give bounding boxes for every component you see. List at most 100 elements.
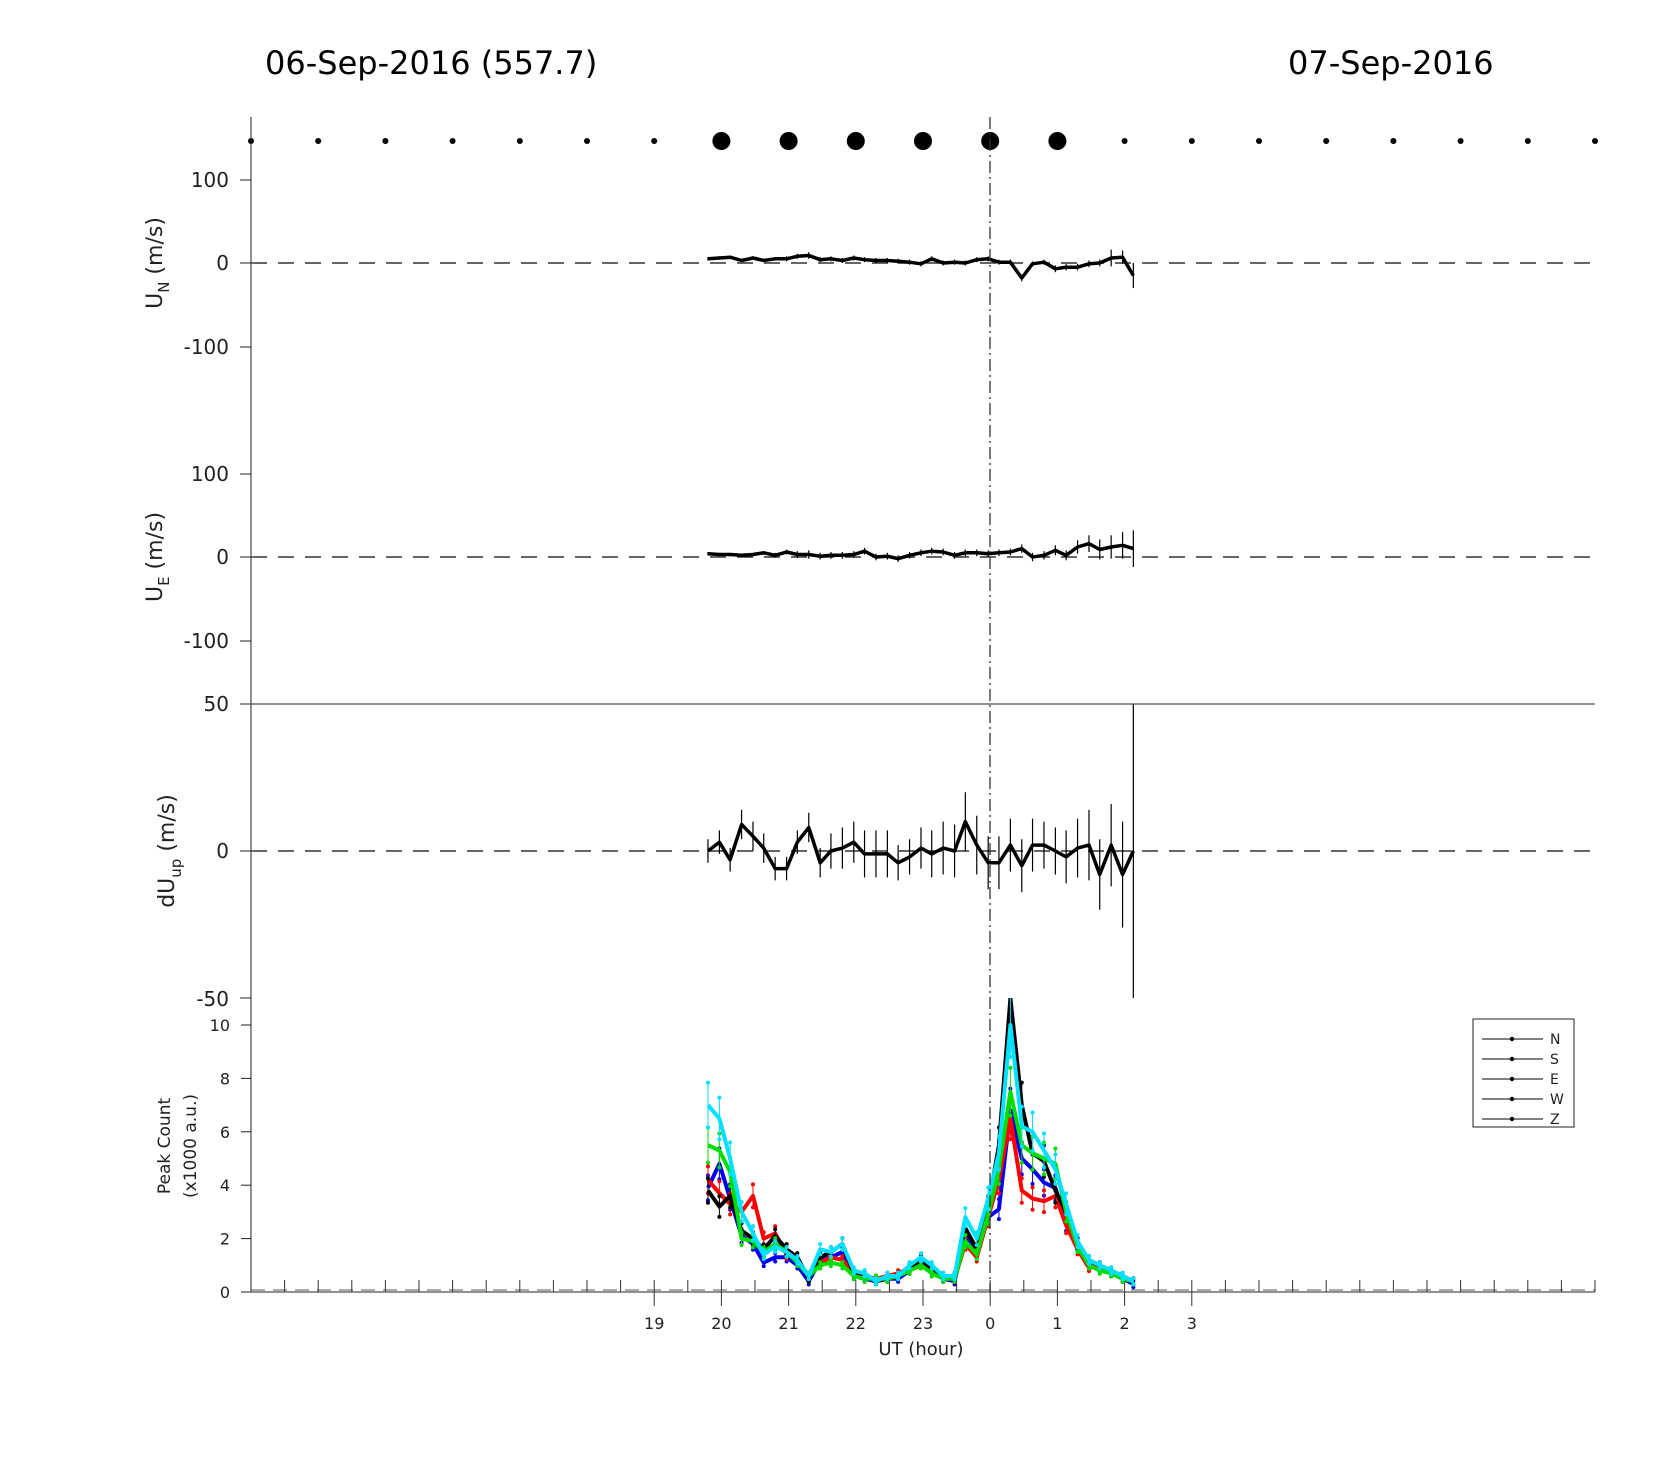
series-s-point — [996, 1191, 1001, 1196]
series-e-point — [773, 1259, 778, 1264]
panel-peak-count-series — [705, 961, 1136, 1290]
series-z-point — [784, 1254, 789, 1259]
panel-ue-ytick-label-1: 100 — [191, 462, 229, 486]
legend-label-w: W — [1550, 1092, 1564, 1108]
observation-marker-small — [449, 138, 456, 144]
observation-marker-small — [1323, 138, 1330, 144]
series-z-point — [1030, 1149, 1035, 1154]
series-n-point — [773, 1227, 778, 1232]
peak-count-ytick-label: 0 — [220, 1283, 230, 1302]
series-e-point — [996, 1217, 1001, 1222]
series-n-point — [1053, 1200, 1058, 1205]
observation-marker-small — [1457, 138, 1464, 144]
series-z-point — [705, 1125, 710, 1130]
series-w-point — [963, 1233, 968, 1238]
series-w-point — [717, 1165, 722, 1170]
series-z-point — [885, 1270, 890, 1275]
series-w-point — [996, 1181, 1001, 1186]
observation-marker-small — [1256, 138, 1262, 144]
panel-dup-ytick-label-1: 50 — [204, 692, 229, 716]
series-s-point — [750, 1182, 755, 1187]
series-z-point — [941, 1277, 946, 1282]
series-z-point — [1008, 991, 1012, 995]
series-w-point — [705, 1160, 710, 1165]
series-s-point — [1053, 1205, 1058, 1210]
series-z-point — [952, 1277, 957, 1282]
series-w-point — [1053, 1146, 1058, 1151]
panel-peak-count-ylabel-line1: Peak Count — [155, 1098, 175, 1195]
series-w-point — [1030, 1167, 1035, 1172]
series-w-point — [750, 1245, 755, 1250]
series-z-point — [717, 1095, 722, 1100]
series-z-point — [1030, 1110, 1035, 1115]
series-n-point — [717, 1214, 722, 1219]
series-s-point — [1064, 1231, 1069, 1236]
series-z-point — [773, 1239, 778, 1244]
legend-label-n: N — [1550, 1032, 1560, 1048]
panel-ue-ytick-label-3: -100 — [184, 629, 229, 653]
series-s-point — [728, 1212, 733, 1217]
series-z-point — [996, 1167, 1001, 1172]
series-z-point — [1041, 1165, 1046, 1170]
observation-marker-large — [1048, 132, 1067, 150]
series-z-point — [1086, 1261, 1091, 1266]
observation-marker-small — [315, 138, 322, 144]
panel-dup-ylabel: dUup (m/s) — [155, 794, 185, 908]
observation-marker-small — [1592, 138, 1598, 144]
series-z-point — [1053, 1152, 1058, 1157]
panel-ue-ytick-label-2: 0 — [216, 545, 229, 569]
series-z-point — [828, 1245, 833, 1250]
series-w-point — [739, 1243, 744, 1248]
date-title-left: 06-Sep-2016 (557.7) — [265, 44, 598, 82]
series-w-point — [1008, 1065, 1013, 1070]
panel-un-series — [707, 249, 1135, 289]
x-tick-label: 1 — [1052, 1314, 1062, 1333]
panel-peak-count-xticks: 19 20 21 22 23 0 1 2 3 — [284, 1280, 1596, 1333]
series-z-point — [963, 1206, 968, 1211]
series-s-point — [1041, 1188, 1046, 1193]
series-z-point — [840, 1236, 845, 1241]
x-tick-label: 23 — [913, 1314, 933, 1333]
series-s-point — [1008, 1137, 1013, 1142]
un-line — [707, 253, 1135, 280]
x-tick-label: 22 — [846, 1314, 866, 1333]
panel-un-ylabel: UN (m/s) — [143, 217, 173, 309]
series-z-line — [706, 1023, 1135, 1284]
series-s-point — [1019, 1200, 1024, 1205]
peak-count-ytick-label: 8 — [220, 1069, 230, 1088]
series-n-point — [1008, 961, 1012, 965]
series-e-point — [761, 1264, 766, 1269]
x-axis-label: UT (hour) — [878, 1339, 963, 1360]
series-n-point — [705, 1176, 710, 1181]
series-z-point — [828, 1254, 833, 1259]
legend-label-z: Z — [1550, 1112, 1560, 1128]
observation-markers — [248, 132, 1598, 150]
legend-marker-n — [1509, 1036, 1515, 1042]
series-w-point — [1008, 1113, 1013, 1118]
observation-marker-large — [779, 132, 798, 150]
panel-dup: 50 0 -50 dUup (m/s) — [155, 692, 1595, 1011]
series-n-point — [717, 1194, 722, 1199]
series-z-point — [1131, 1282, 1136, 1287]
legend-box — [1472, 1018, 1575, 1128]
panel-un-ytick-label-2: 0 — [216, 251, 229, 275]
observation-marker-large — [914, 132, 932, 150]
series-z-point — [818, 1242, 823, 1247]
panel-un: 100 0 -100 UN (m/s) — [143, 117, 1595, 430]
series-z-point — [806, 1277, 811, 1282]
series-s-point — [1041, 1210, 1046, 1215]
series-z-point — [717, 1137, 722, 1142]
panel-dup-series — [706, 704, 1135, 998]
x-tick-label: 21 — [778, 1314, 798, 1333]
series-z-point — [728, 1140, 733, 1145]
series-z-point — [1019, 1144, 1024, 1149]
series-z-point — [873, 1282, 878, 1287]
legend-marker-e — [1509, 1076, 1515, 1082]
series-n-point — [705, 1200, 710, 1205]
series-w-point — [773, 1236, 778, 1241]
x-tick-label: 20 — [711, 1314, 731, 1333]
observation-marker-small — [1390, 138, 1397, 144]
series-z-point — [761, 1257, 766, 1262]
